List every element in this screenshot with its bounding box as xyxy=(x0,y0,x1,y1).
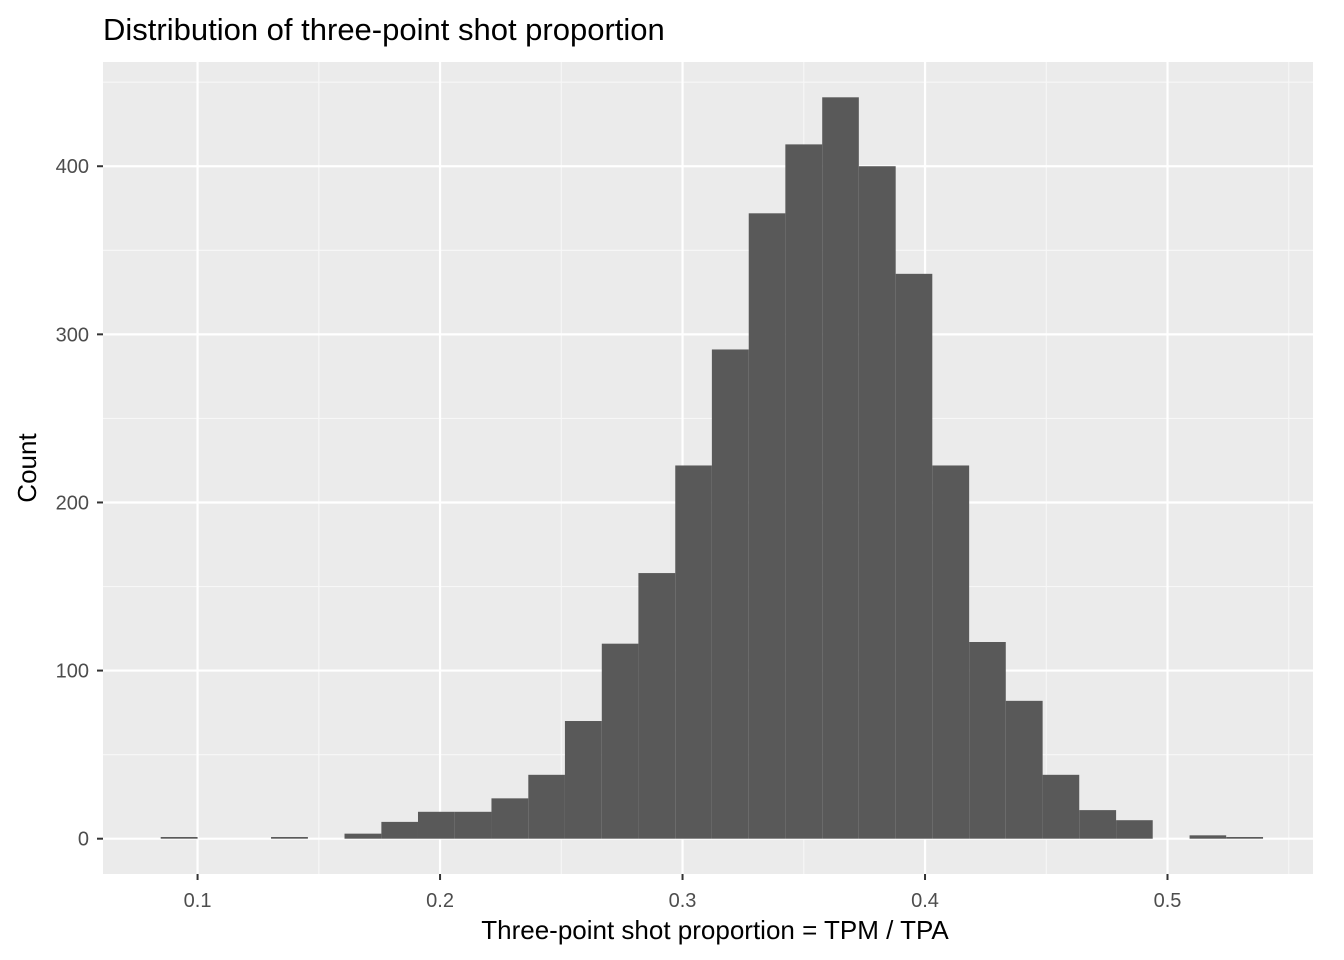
histogram-bar xyxy=(344,833,382,839)
x-axis-title: Three-point shot proportion = TPM / TPA xyxy=(481,915,949,945)
histogram-bar xyxy=(1226,837,1264,839)
histogram-bar xyxy=(160,837,198,839)
y-tick-label: 100 xyxy=(56,661,89,683)
histogram-bar xyxy=(271,837,308,839)
chart-title: Distribution of three-point shot proport… xyxy=(103,12,665,47)
histogram-bar xyxy=(417,811,455,839)
histogram-bar xyxy=(858,166,896,839)
histogram-bar xyxy=(1189,835,1227,839)
histogram-bar xyxy=(822,97,859,839)
y-axis-title: Count xyxy=(12,433,42,503)
histogram-bars xyxy=(160,97,1264,839)
histogram-bar xyxy=(785,144,823,839)
x-tick-label: 0.5 xyxy=(1154,890,1182,912)
y-axis-ticks: 0 100 200 300 400 xyxy=(56,156,103,851)
histogram-bar xyxy=(932,465,970,839)
histogram-bar xyxy=(1042,774,1080,839)
histogram-bar xyxy=(528,774,565,839)
y-tick-label: 0 xyxy=(78,829,89,851)
histogram-bar xyxy=(601,643,639,839)
histogram-bar xyxy=(748,213,786,839)
x-tick-label: 0.4 xyxy=(911,890,939,912)
histogram-bar xyxy=(895,273,933,839)
histogram-bar xyxy=(638,573,676,839)
histogram-bar xyxy=(675,465,712,839)
y-tick-label: 200 xyxy=(56,492,89,514)
histogram-bar xyxy=(454,811,492,839)
histogram-bar xyxy=(969,642,1006,839)
x-tick-label: 0.3 xyxy=(669,890,697,912)
histogram-bar xyxy=(1079,810,1117,839)
histogram-bar xyxy=(1005,700,1043,839)
histogram-bar xyxy=(564,721,602,839)
y-tick-label: 300 xyxy=(56,324,89,346)
x-axis-ticks: 0.1 0.2 0.3 0.4 0.5 xyxy=(184,874,1182,912)
x-tick-label: 0.2 xyxy=(426,890,454,912)
histogram-bar xyxy=(711,349,749,839)
x-tick-label: 0.1 xyxy=(184,890,212,912)
histogram-bar xyxy=(381,821,418,839)
histogram-bar xyxy=(1116,820,1153,839)
y-tick-label: 400 xyxy=(56,156,89,178)
histogram-bar xyxy=(491,798,529,839)
